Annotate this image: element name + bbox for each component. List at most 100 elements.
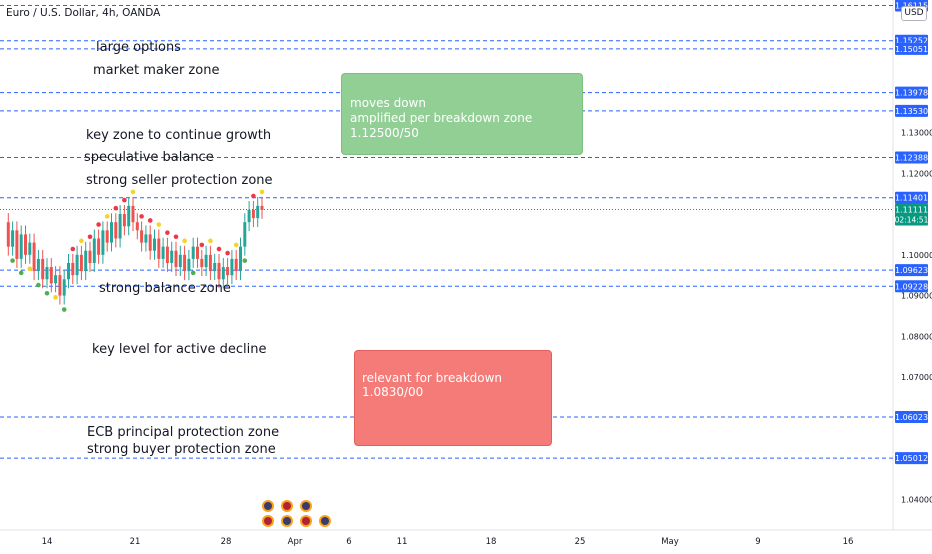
candle-body-30 xyxy=(131,205,135,223)
signal-dot-10 xyxy=(44,290,50,296)
signal-dot-60 xyxy=(259,189,265,195)
signal-dot-38 xyxy=(165,230,170,235)
candle-body-53 xyxy=(230,258,234,276)
candle-body-5 xyxy=(24,234,27,255)
signal-dot-48 xyxy=(208,238,213,244)
candle-body-49 xyxy=(213,262,217,272)
candle-body-23 xyxy=(101,230,105,255)
x-tick-label-3: Apr xyxy=(288,537,303,547)
annotation-key-level-decline: key level for active decline xyxy=(92,342,267,357)
candle-body-39 xyxy=(170,250,174,263)
signal-dot-8 xyxy=(36,282,41,288)
event-flag-inner-icon-0 xyxy=(264,502,272,510)
signal-dot-12 xyxy=(53,295,58,300)
level-price-label-1: 1.15252 xyxy=(895,37,928,46)
candle-body-26 xyxy=(114,222,118,239)
candle-body-6 xyxy=(28,242,32,255)
candle-body-54 xyxy=(234,258,238,272)
candle-body-13 xyxy=(58,275,62,296)
candle-body-40 xyxy=(174,250,178,268)
signal-dot-28 xyxy=(122,197,127,203)
event-flag-inner-icon-1 xyxy=(283,502,291,510)
candle-body-21 xyxy=(92,238,96,263)
event-flag-inner-icon-4 xyxy=(283,517,291,525)
x-tick-label-6: 18 xyxy=(486,537,497,547)
level-price-label-4: 1.13530 xyxy=(895,107,928,116)
candle-body-17 xyxy=(75,254,79,276)
candle-body-36 xyxy=(157,238,161,259)
candle-body-55 xyxy=(239,246,242,272)
signal-dot-14 xyxy=(61,307,67,312)
candle-body-50 xyxy=(217,262,221,280)
level-price-tag-9 xyxy=(895,410,928,423)
signal-dot-18 xyxy=(79,238,84,244)
x-tick-label-2: 28 xyxy=(221,537,232,547)
event-flag-inner-icon-6 xyxy=(321,517,329,525)
level-price-tag-2 xyxy=(895,42,928,55)
candle-body-14 xyxy=(62,279,66,296)
candle-body-41 xyxy=(178,254,182,268)
signal-dot-36 xyxy=(156,222,162,227)
signal-dot-50 xyxy=(216,246,222,252)
level-price-tag-7 xyxy=(895,264,928,277)
x-tick-label-7: 25 xyxy=(575,537,586,547)
note-box-moves-down[interactable]: moves down amplified per breakdown zone … xyxy=(341,73,583,155)
annotation-key-zone-growth: key zone to continue growth xyxy=(86,128,272,143)
signal-dot-52 xyxy=(225,250,230,256)
signal-dot-26 xyxy=(113,205,119,211)
x-tick-label-0: 14 xyxy=(42,537,53,547)
candle-body-48 xyxy=(208,254,212,272)
candle-body-35 xyxy=(153,238,156,251)
annotation-large-options: large options xyxy=(96,40,181,55)
candle-body-12 xyxy=(54,275,58,284)
x-tick-label-5: 11 xyxy=(397,537,408,547)
signal-dot-34 xyxy=(147,218,153,223)
note-box-breakdown[interactable]: relevant for breakdown 1.0830/00 xyxy=(354,350,552,446)
candle-body-59 xyxy=(256,205,260,219)
signal-dot-6 xyxy=(27,266,33,272)
candle-body-44 xyxy=(191,246,195,259)
candle-body-25 xyxy=(110,222,113,243)
x-tick-label-4: 6 xyxy=(346,537,351,547)
signal-dot-58 xyxy=(251,193,256,199)
current-price-label: 1.11111 xyxy=(895,206,928,215)
candle-body-56 xyxy=(243,222,247,247)
x-tick-label-10: 16 xyxy=(843,537,854,547)
level-price-label-7: 1.09623 xyxy=(895,266,928,275)
candle-body-58 xyxy=(251,209,255,219)
candle-body-52 xyxy=(226,267,230,276)
event-flag-inner-icon-5 xyxy=(302,517,310,525)
candle-body-19 xyxy=(84,250,88,272)
candle-body-33 xyxy=(144,234,148,243)
event-flag-inner-icon-2 xyxy=(302,502,310,510)
currency-button[interactable]: USD xyxy=(901,6,927,21)
level-price-label-3: 1.13978 xyxy=(895,89,928,98)
level-price-label-9: 1.06023 xyxy=(895,413,928,422)
candle-body-34 xyxy=(148,234,152,251)
candle-body-38 xyxy=(165,246,169,263)
candle-body-1 xyxy=(6,222,10,247)
signal-dot-4 xyxy=(18,270,24,276)
y-tick-label-3: 1.09000 xyxy=(901,292,932,301)
event-flag-inner-icon-3 xyxy=(264,517,272,525)
signal-dot-40 xyxy=(173,234,179,240)
signal-dot-20 xyxy=(87,234,93,240)
candle-body-24 xyxy=(105,230,109,243)
candle-body-22 xyxy=(97,238,101,255)
y-tick-label-1: 1.12000 xyxy=(901,169,932,178)
candle-body-2 xyxy=(11,230,15,247)
level-price-label-6: 1.11401 xyxy=(895,194,928,203)
annotation-ecb-protection: ECB principal protection zone xyxy=(87,425,280,440)
candle-body-60 xyxy=(260,205,264,210)
signal-dot-30 xyxy=(130,189,136,195)
candle-body-29 xyxy=(127,205,131,227)
signal-dot-54 xyxy=(233,242,239,248)
current-price-countdown: 02:14:51 xyxy=(895,216,929,225)
signal-dot-2 xyxy=(10,258,15,263)
level-price-label-8: 1.09228 xyxy=(895,282,928,291)
level-price-tag-6 xyxy=(895,191,928,204)
level-price-tag-5 xyxy=(895,151,928,164)
x-tick-label-9: 9 xyxy=(755,537,760,547)
